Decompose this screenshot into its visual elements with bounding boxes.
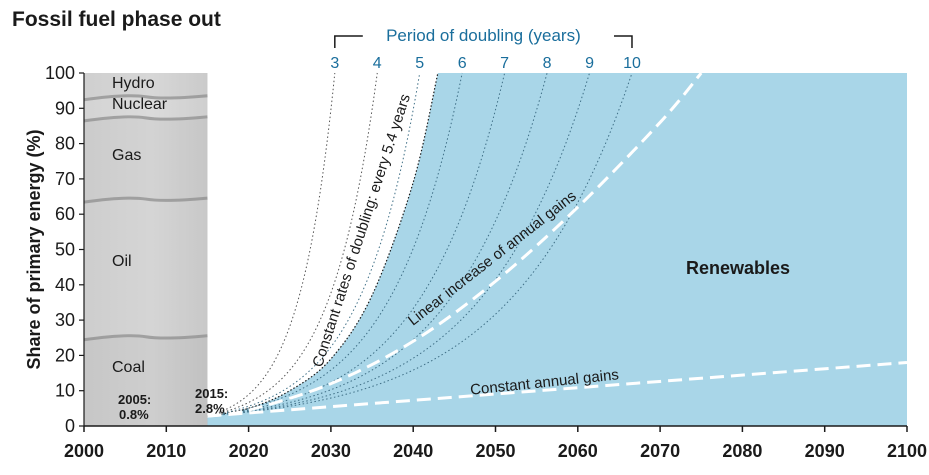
band-boundary-nuclear (83, 115, 208, 123)
anno-2015-year: 2015: (195, 386, 228, 401)
doubling-tick-3: 3 (330, 55, 339, 72)
series-constant-doubling (207, 72, 439, 417)
band-hydro (84, 73, 208, 98)
doubling-tick-6: 6 (458, 55, 467, 72)
doubling-tick-8: 8 (543, 55, 552, 72)
x-tick-label: 2030 (311, 441, 351, 461)
y-tick-label: 70 (55, 169, 75, 189)
doubling-tick-7: 7 (500, 55, 509, 72)
anno-2005-value: 0.8% (119, 407, 149, 422)
band-coal (84, 337, 208, 426)
x-tick-label: 2000 (64, 441, 104, 461)
band-oil (84, 200, 208, 338)
band-nuclear (84, 97, 208, 119)
doubling-title: Period of doubling (years) (386, 26, 581, 45)
scenario-curves (207, 72, 908, 418)
y-tick-label: 40 (55, 275, 75, 295)
band-label-coal: Coal (112, 359, 145, 376)
y-tick-label: 90 (55, 98, 75, 118)
renewables-label: Renewables (686, 258, 790, 278)
y-tick-label: 30 (55, 310, 75, 330)
band-label-oil: Oil (112, 253, 132, 270)
band-label-gas: Gas (112, 147, 141, 164)
anno-2015-value: 2.8% (195, 401, 225, 416)
band-boundary-oil (83, 334, 208, 342)
y-tick-label: 100 (45, 63, 75, 83)
x-tick-label: 2100 (887, 441, 927, 461)
x-tick-label: 2040 (393, 441, 433, 461)
doubling-curves (207, 72, 633, 417)
doubling-curve-5 (207, 72, 421, 417)
band-label-hydro: Hydro (112, 75, 155, 92)
band-label-nuclear: Nuclear (112, 96, 168, 113)
doubling-curve-6 (207, 72, 463, 417)
x-tick-label: 2070 (640, 441, 680, 461)
y-tick-label: 80 (55, 134, 75, 154)
anno-2005-year: 2005: (118, 392, 151, 407)
x-tick-label: 2090 (805, 441, 845, 461)
renewables-area (207, 73, 907, 426)
chart-title: Fossil fuel phase out (12, 8, 221, 31)
energy-mix-block (83, 73, 208, 426)
doubling-curve-9 (207, 72, 591, 417)
series-constant-gains (207, 360, 908, 418)
doubling-curve-4 (207, 72, 378, 417)
series-linear-increase (207, 72, 703, 418)
band-boundary-gas (83, 196, 208, 204)
axes: 2000 2010 2020 2030 2040 2050 2060 2070 2080 2090… (24, 63, 927, 461)
x-tick-label: 2050 (475, 441, 515, 461)
doubling-tick-9: 9 (585, 55, 594, 72)
y-tick-label: 60 (55, 204, 75, 224)
doubling-bracket-left (334, 35, 363, 48)
doubling-tick-5: 5 (415, 55, 424, 72)
y-tick-label: 0 (65, 416, 75, 436)
doubling-tick-4: 4 (373, 55, 382, 72)
y-tick-label: 10 (55, 381, 75, 401)
y-axis-label: Share of primary energy (%) (24, 129, 44, 369)
x-tick-label: 2010 (146, 441, 186, 461)
doubling-bracket-right (613, 35, 633, 48)
doubling-tick-10: 10 (623, 55, 641, 72)
x-tick-label: 2020 (229, 441, 269, 461)
y-tick-label: 50 (55, 240, 75, 260)
doubling-curve-10 (207, 72, 633, 417)
x-tick-label: 2080 (722, 441, 762, 461)
band-boundary-hydro (83, 94, 208, 102)
doubling-curve-8 (207, 72, 548, 417)
x-tick-label: 2060 (558, 441, 598, 461)
y-tick-label: 20 (55, 345, 75, 365)
band-gas (84, 118, 208, 201)
